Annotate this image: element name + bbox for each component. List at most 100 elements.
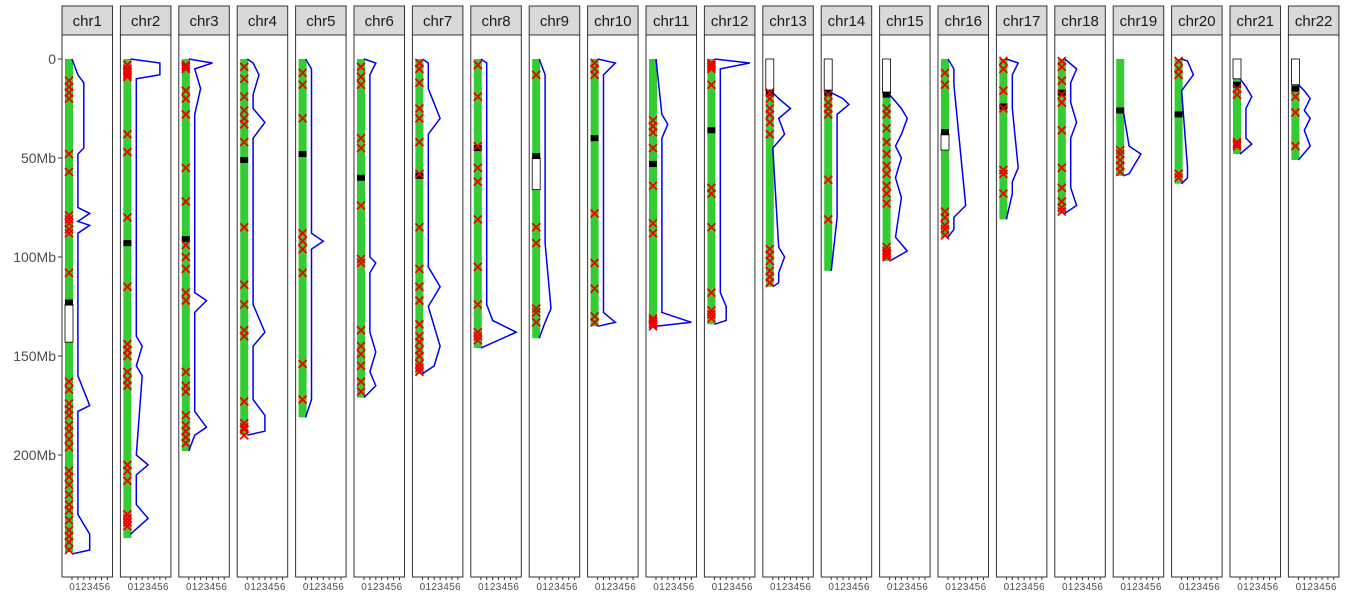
marker-x [181, 109, 191, 120]
marker-x [940, 230, 950, 240]
marker-x [239, 74, 249, 84]
marker-x [648, 127, 658, 137]
x-tick-label: 0 [945, 582, 951, 593]
x-tick-label: 5 [858, 582, 864, 593]
marker-x [181, 163, 191, 173]
marker-x [414, 359, 425, 369]
x-tick-label: 1 [1243, 582, 1249, 593]
x-tick-label: 5 [1267, 582, 1273, 593]
marker-x [881, 189, 892, 199]
x-tick-label: 5 [449, 582, 455, 593]
centromere [941, 129, 949, 136]
strip-label: chr7 [423, 13, 452, 30]
centromere [473, 145, 482, 152]
chromosome-gap [64, 304, 74, 343]
panel-chr1: chr1 0 1 2 3 4 5 6 [61, 5, 113, 593]
density-line [421, 58, 441, 375]
x-tick-label: 2 [899, 582, 905, 593]
marker-x [531, 222, 541, 232]
x-tick-label: 0 [828, 582, 834, 593]
marker-x [122, 70, 133, 80]
marker-x [297, 236, 308, 246]
x-tick-label: 6 [397, 582, 403, 593]
marker-x [648, 228, 658, 238]
chromosome-gap [1232, 58, 1242, 80]
panel-chr19: chr19 0 1 2 3 4 5 6 [1112, 5, 1165, 593]
marker-x [1232, 90, 1242, 100]
x-tick-label: 5 [800, 582, 806, 593]
density-line [1239, 78, 1253, 155]
strip-background [353, 5, 405, 36]
marker-x [881, 198, 892, 209]
x-tick-label: 0 [69, 582, 75, 593]
x-tick-label: 6 [163, 582, 169, 593]
marker-x [998, 165, 1009, 175]
panel-chr11: chr11 0 1 2 3 4 5 6 [645, 5, 697, 593]
x-tick-label: 4 [151, 582, 157, 593]
marker-x [356, 143, 366, 153]
x-tick-label: 4 [326, 582, 332, 593]
marker-x [998, 169, 1009, 179]
strip-background [470, 5, 522, 36]
x-tick-label: 3 [204, 582, 210, 593]
marker-x [881, 181, 892, 191]
chromosome-bar [123, 59, 132, 539]
x-tick-label: 2 [315, 582, 321, 593]
marker-x [1115, 167, 1125, 177]
marker-x [473, 177, 483, 187]
x-tick-label: 6 [689, 582, 695, 593]
density-line [71, 58, 92, 555]
x-tick-label: 5 [975, 582, 981, 593]
x-tick-label: 5 [391, 582, 397, 593]
x-tick-label: 3 [1197, 582, 1203, 593]
marker-x [706, 62, 717, 72]
x-tick-label: 2 [665, 582, 671, 593]
x-tick-label: 2 [548, 582, 554, 593]
centromere [1116, 107, 1125, 114]
marker-x [297, 359, 308, 369]
marker-x [414, 222, 425, 232]
chromosome-bar [999, 59, 1008, 220]
marker-x [1290, 141, 1301, 151]
x-tick-label: 2 [256, 582, 262, 593]
marker-x [181, 240, 191, 250]
marker-x [297, 228, 308, 238]
x-tick-label: 6 [922, 582, 928, 593]
marker-x [765, 278, 775, 288]
panel-chr10: chr10 0 1 2 3 4 5 6 [587, 5, 639, 593]
strip-label: chr2 [131, 13, 160, 30]
marker-x [1057, 202, 1067, 213]
x-tick-label: 4 [1319, 582, 1325, 593]
x-tick-label: 0 [1296, 582, 1302, 593]
density-line [889, 94, 909, 262]
marker-x [414, 363, 425, 373]
marker-x [998, 103, 1009, 114]
marker-x [181, 438, 191, 448]
chromosome-bar [1057, 59, 1066, 214]
marker-x [122, 521, 133, 531]
marker-x [414, 169, 425, 179]
x-tick-label: 4 [1086, 582, 1092, 593]
x-tick-label: 1 [1010, 582, 1016, 593]
panel-chr4: chr4 0 1 2 3 4 5 6 [236, 5, 289, 593]
x-tick-label: 0 [478, 582, 484, 593]
x-tick-label: 5 [1092, 582, 1098, 593]
marker-x [1290, 107, 1301, 118]
marker-x [589, 70, 600, 80]
x-tick-label: 5 [216, 582, 222, 593]
x-tick-label: 5 [508, 582, 514, 593]
marker-x [64, 410, 74, 421]
marker-x [239, 105, 249, 116]
y-tick-label: 100Mb [13, 249, 56, 265]
x-tick-label: 1 [192, 582, 198, 593]
chromosome-gap [531, 157, 541, 191]
marker-x [473, 91, 483, 102]
marker-x [122, 509, 133, 520]
marker-x [122, 476, 133, 486]
centromere [999, 103, 1008, 110]
marker-x [881, 149, 892, 159]
x-tick-label: 2 [1074, 582, 1080, 593]
x-tick-label: 3 [905, 582, 911, 593]
x-tick-label: 0 [887, 582, 893, 593]
marker-x [998, 56, 1009, 66]
